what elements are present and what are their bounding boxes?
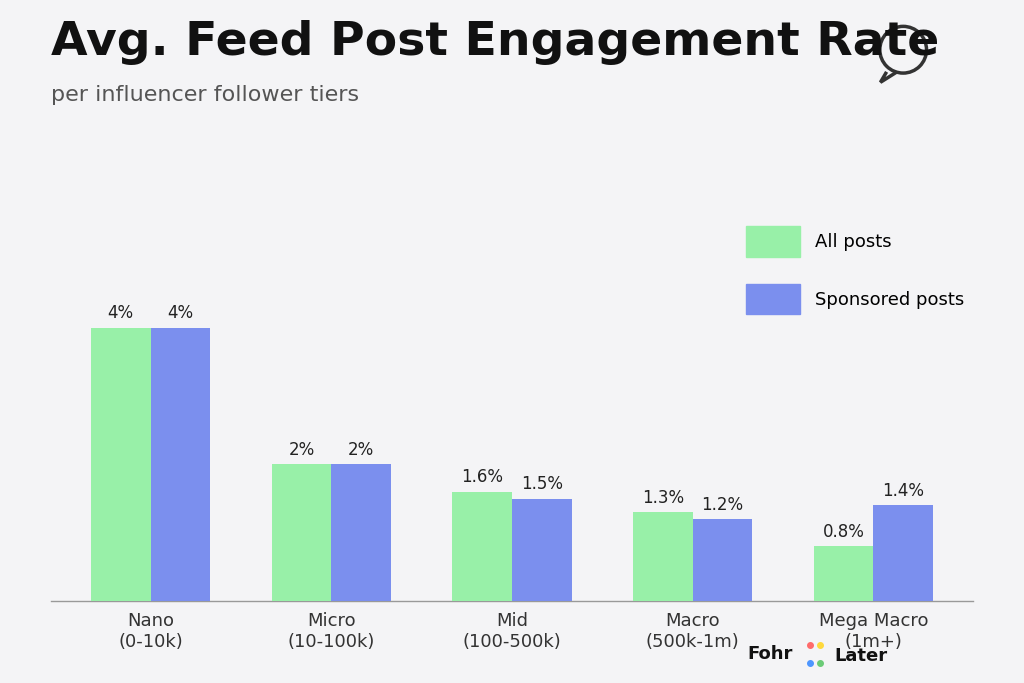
Text: Fohr: Fohr <box>748 645 793 663</box>
Bar <box>271 464 332 601</box>
Bar <box>91 328 151 601</box>
Bar <box>332 464 391 601</box>
Text: 1.2%: 1.2% <box>701 496 743 514</box>
Text: Avg. Feed Post Engagement Rate: Avg. Feed Post Engagement Rate <box>51 20 939 66</box>
Bar <box>692 519 753 601</box>
Text: 1.3%: 1.3% <box>642 489 684 507</box>
Text: per influencer follower tiers: per influencer follower tiers <box>51 85 359 105</box>
Text: 4%: 4% <box>108 305 134 322</box>
Bar <box>512 499 571 601</box>
Bar <box>873 505 933 601</box>
Text: 2%: 2% <box>348 441 374 459</box>
Bar <box>151 328 210 601</box>
Text: 1.6%: 1.6% <box>461 469 503 486</box>
Legend: All posts, Sponsored posts: All posts, Sponsored posts <box>745 227 964 314</box>
Bar <box>633 512 692 601</box>
Bar <box>453 492 512 601</box>
Text: 1.5%: 1.5% <box>521 475 563 493</box>
Text: 4%: 4% <box>167 305 194 322</box>
Text: Later: Later <box>835 647 888 665</box>
Text: 1.4%: 1.4% <box>883 482 925 500</box>
Bar <box>814 546 873 601</box>
Text: 2%: 2% <box>289 441 314 459</box>
Text: 0.8%: 0.8% <box>822 523 864 541</box>
